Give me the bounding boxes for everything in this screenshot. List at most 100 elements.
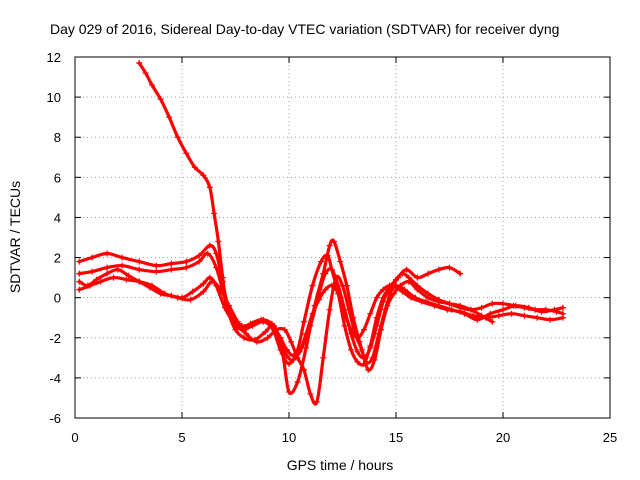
- data-point: [390, 290, 397, 297]
- data-point: [206, 242, 213, 249]
- data-point: [538, 308, 545, 315]
- data-point: [243, 330, 250, 337]
- data-point: [196, 258, 203, 265]
- data-point: [335, 290, 342, 297]
- data-point: [104, 270, 111, 277]
- data-point: [326, 306, 333, 313]
- data-point: [89, 254, 96, 261]
- data-point: [378, 326, 385, 333]
- data-point: [104, 264, 111, 271]
- data-point: [371, 356, 378, 363]
- x-tick-label: 20: [496, 430, 510, 445]
- data-point: [457, 308, 464, 315]
- data-point: [414, 286, 421, 293]
- y-tick-label: 12: [47, 50, 61, 65]
- data-point: [559, 304, 566, 311]
- data-point: [149, 82, 156, 89]
- data-point: [226, 302, 233, 309]
- data-point: [183, 150, 190, 157]
- data-point: [76, 258, 83, 265]
- data-point: [367, 344, 374, 351]
- data-point: [191, 164, 198, 171]
- data-point: [446, 264, 453, 271]
- data-point: [358, 346, 365, 353]
- data-point: [333, 274, 340, 281]
- y-tick-label: -6: [49, 411, 61, 426]
- data-point: [206, 184, 213, 191]
- data-point: [500, 300, 506, 307]
- data-point: [296, 348, 303, 355]
- data-point: [309, 310, 316, 317]
- data-point: [397, 282, 404, 289]
- data-point: [313, 398, 320, 405]
- data-point: [104, 250, 111, 257]
- data-point: [320, 354, 327, 361]
- data-point: [446, 300, 453, 307]
- y-tick-label: -4: [49, 371, 61, 386]
- data-point: [168, 260, 175, 267]
- data-point: [326, 242, 333, 249]
- data-point: [157, 96, 164, 103]
- data-point: [341, 310, 348, 317]
- data-point: [149, 282, 156, 289]
- data-point: [512, 302, 519, 309]
- data-point: [478, 312, 485, 319]
- data-point: [153, 268, 160, 275]
- data-point: [234, 318, 241, 325]
- data-point: [114, 266, 121, 273]
- data-point: [213, 264, 220, 271]
- data-point: [200, 280, 207, 287]
- data-point: [407, 294, 414, 301]
- data-point: [354, 358, 361, 365]
- data-point: [380, 286, 387, 293]
- data-point: [142, 70, 149, 77]
- data-point: [500, 306, 506, 313]
- y-tick-label: 10: [47, 90, 61, 105]
- data-point: [189, 288, 196, 295]
- data-point: [367, 310, 374, 317]
- data-point: [414, 274, 421, 281]
- data-point: [337, 258, 344, 265]
- data-point: [110, 274, 117, 281]
- data-point: [380, 298, 387, 305]
- data-point: [457, 302, 464, 309]
- data-point: [76, 286, 83, 293]
- data-point: [283, 346, 290, 353]
- data-point: [435, 298, 442, 305]
- data-point: [547, 316, 554, 323]
- data-point: [123, 276, 130, 283]
- data-point: [258, 316, 265, 323]
- data-point: [241, 334, 248, 341]
- y-tick-label: 2: [54, 251, 61, 266]
- data-point: [76, 278, 83, 285]
- data-point: [425, 294, 432, 301]
- y-tick-label: 8: [54, 130, 61, 145]
- data-point: [273, 326, 280, 333]
- data-point: [281, 326, 288, 333]
- data-point: [551, 306, 558, 313]
- x-tick-label: 25: [603, 430, 617, 445]
- data-point: [341, 322, 348, 329]
- x-tick-label: 5: [178, 430, 185, 445]
- data-point: [161, 290, 168, 297]
- data-point: [136, 60, 143, 67]
- data-point: [457, 270, 464, 277]
- data-point: [221, 304, 228, 311]
- data-point: [187, 296, 194, 303]
- data-point: [444, 306, 451, 313]
- plot-frame: [74, 56, 611, 419]
- data-point: [489, 318, 496, 325]
- data-point: [174, 294, 181, 301]
- data-point: [174, 134, 181, 141]
- data-point: [315, 296, 322, 303]
- data-point: [286, 360, 292, 367]
- data-point: [435, 266, 442, 273]
- data-point: [395, 274, 402, 281]
- y-tick-label: 6: [54, 170, 61, 185]
- data-point: [268, 320, 275, 327]
- data-point: [97, 278, 104, 285]
- data-point: [264, 334, 271, 341]
- data-point: [354, 348, 361, 355]
- x-tick-label: 10: [282, 430, 296, 445]
